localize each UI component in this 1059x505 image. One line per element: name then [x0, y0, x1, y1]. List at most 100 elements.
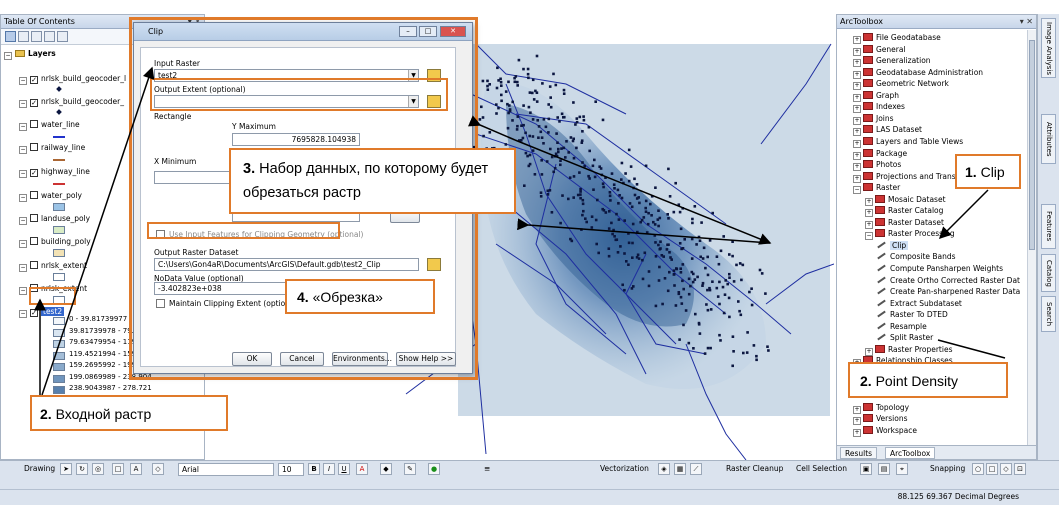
expand-toggle-icon[interactable]: +: [853, 47, 861, 56]
layers-root[interactable]: − Layers: [4, 49, 56, 60]
cell-select-icon[interactable]: ▣: [860, 463, 872, 475]
expand-toggle-icon[interactable]: +: [865, 347, 873, 356]
toolbox-item[interactable]: Compute Pansharpen Weights: [877, 263, 1003, 274]
toolbox-item[interactable]: + Graph: [853, 90, 899, 102]
rotate-icon[interactable]: ↻: [76, 463, 88, 475]
toolbox-item[interactable]: + Workspace: [853, 425, 917, 437]
arctoolbox-scroll-thumb[interactable]: [1029, 40, 1035, 250]
toc-pane-buttons[interactable]: ▾ ✕: [188, 15, 201, 29]
list-by-source-icon[interactable]: [18, 31, 29, 42]
toolbox-item[interactable]: + LAS Dataset: [853, 124, 922, 137]
toc-layer-row[interactable]: − ✓ nrlsk_build_geocoder_l: [19, 73, 126, 85]
expand-toggle-icon[interactable]: +: [853, 128, 861, 137]
text-icon[interactable]: A: [130, 463, 142, 475]
expand-toggle-icon[interactable]: −: [19, 146, 27, 154]
expand-toggle-icon[interactable]: +: [853, 163, 861, 172]
minimize-button[interactable]: –: [399, 26, 417, 37]
cell-select-icon-3[interactable]: ⌖: [896, 463, 908, 475]
toolbox-item[interactable]: Raster To DTED: [877, 309, 948, 320]
toolbox-item[interactable]: + Layers and Table Views: [853, 136, 963, 148]
output-extent-browse-icon[interactable]: [427, 95, 441, 108]
expand-toggle-icon[interactable]: +: [853, 70, 861, 79]
expand-toggle-icon[interactable]: +: [865, 220, 873, 229]
expand-toggle-icon[interactable]: −: [19, 100, 27, 108]
toc-layer-row[interactable]: − ✓ highway_line: [19, 166, 90, 178]
snap-point-icon[interactable]: ○: [972, 463, 984, 475]
tab-features[interactable]: Features: [1041, 204, 1056, 249]
toolbox-item[interactable]: Extract Subdataset: [877, 298, 962, 309]
snapping-menu[interactable]: Snapping: [930, 464, 966, 473]
list-by-selection-icon[interactable]: [44, 31, 55, 42]
expand-toggle-icon[interactable]: +: [853, 59, 861, 68]
expand-toggle-icon[interactable]: +: [853, 139, 861, 148]
expand-toggle-icon[interactable]: +: [853, 93, 861, 102]
show-help-button[interactable]: Show Help >>: [396, 352, 456, 366]
toolbox-item[interactable]: + Raster Dataset: [865, 217, 944, 229]
snap-vertex-icon[interactable]: ◇: [1000, 463, 1012, 475]
expand-toggle-icon[interactable]: −: [19, 217, 27, 225]
toolbox-item[interactable]: + Versions: [853, 413, 908, 426]
bold-button[interactable]: B: [308, 463, 320, 475]
drawing-menu[interactable]: Drawing: [24, 464, 56, 473]
expand-toggle-icon[interactable]: −: [19, 264, 27, 272]
tab-results[interactable]: Results: [840, 447, 878, 459]
cancel-button[interactable]: Cancel: [280, 352, 324, 366]
output-raster-field[interactable]: C:\Users\Gon4aR\Documents\ArcGIS\Default…: [154, 258, 419, 271]
toolbox-item[interactable]: Create Pan-sharpened Raster Data: [877, 286, 1020, 297]
toolbox-item[interactable]: + Generalization: [853, 55, 931, 68]
layer-visibility-checkbox[interactable]: [30, 261, 38, 269]
vectorization-settings-icon[interactable]: ▦: [674, 463, 686, 475]
layer-visibility-checkbox[interactable]: [30, 191, 38, 199]
expand-toggle-icon[interactable]: −: [19, 310, 27, 318]
expand-toggle-icon[interactable]: +: [853, 82, 861, 91]
y-max-field[interactable]: 7695828.104938: [232, 133, 360, 146]
edit-vertices-icon[interactable]: ◇: [152, 463, 164, 475]
vectorization-menu[interactable]: Vectorization: [600, 464, 649, 473]
rectangle-icon[interactable]: □: [112, 463, 124, 475]
expand-toggle-icon[interactable]: −: [19, 170, 27, 178]
layer-visibility-checkbox[interactable]: ✓: [30, 99, 38, 107]
cell-selection-menu[interactable]: Cell Selection: [796, 464, 847, 473]
output-extent-dropdown-icon[interactable]: ▼: [408, 96, 418, 107]
toolbox-item[interactable]: − Raster: [853, 182, 900, 195]
toolbox-item[interactable]: + Raster Catalog: [865, 205, 943, 218]
ok-button[interactable]: OK: [232, 352, 272, 366]
expand-toggle-icon[interactable]: +: [853, 417, 861, 426]
zoom-icon[interactable]: ◎: [92, 463, 104, 475]
tab-attributes[interactable]: Attributes: [1041, 114, 1056, 164]
expand-toggle-icon[interactable]: −: [19, 77, 27, 85]
toolbox-item[interactable]: + General: [853, 44, 906, 56]
list-by-visibility-icon[interactable]: [31, 31, 42, 42]
layer-visibility-checkbox[interactable]: [30, 214, 38, 222]
toolbox-item[interactable]: + Geodatabase Administration: [853, 67, 983, 79]
options-icon[interactable]: [57, 31, 68, 42]
input-raster-dropdown-icon[interactable]: ▼: [408, 70, 418, 81]
toolbox-item[interactable]: Composite Bands: [877, 251, 956, 262]
maximize-button[interactable]: □: [419, 26, 437, 37]
expand-toggle-icon[interactable]: −: [19, 123, 27, 131]
toc-layer-row[interactable]: − nrlsk_extent: [19, 260, 87, 272]
output-raster-browse-icon[interactable]: [427, 258, 441, 271]
expand-toggle-icon[interactable]: +: [853, 428, 861, 437]
toolbox-item[interactable]: Resample: [877, 321, 927, 332]
close-button[interactable]: ✕: [440, 26, 466, 37]
expand-toggle-icon[interactable]: +: [865, 197, 873, 206]
output-extent-field[interactable]: ▼: [154, 95, 419, 108]
tab-arctoolbox[interactable]: ArcToolbox: [885, 447, 936, 459]
expand-toggle-icon[interactable]: +: [853, 151, 861, 160]
environments-button[interactable]: Environments...: [332, 352, 392, 366]
expand-toggle-icon[interactable]: +: [853, 116, 861, 125]
expand-toggle-icon[interactable]: +: [853, 405, 861, 414]
clip-dialog-titlebar[interactable]: Clip – □ ✕: [134, 23, 472, 41]
expand-toggle-icon[interactable]: +: [853, 36, 861, 44]
expand-toggle-icon[interactable]: −: [19, 194, 27, 202]
layer-visibility-checkbox[interactable]: [30, 120, 38, 128]
snap-edge-icon[interactable]: ⊡: [1014, 463, 1026, 475]
vectorization-trace-icon[interactable]: ⟋: [690, 463, 702, 475]
list-by-drawing-order-icon[interactable]: [5, 31, 16, 42]
toc-layer-row[interactable]: − building_poly: [19, 236, 91, 248]
tab-image-analysis[interactable]: Image Analysis: [1041, 18, 1056, 78]
snap-end-icon[interactable]: □: [986, 463, 998, 475]
layer-visibility-checkbox[interactable]: [30, 237, 38, 245]
toolbox-item[interactable]: + Photos: [853, 159, 901, 172]
